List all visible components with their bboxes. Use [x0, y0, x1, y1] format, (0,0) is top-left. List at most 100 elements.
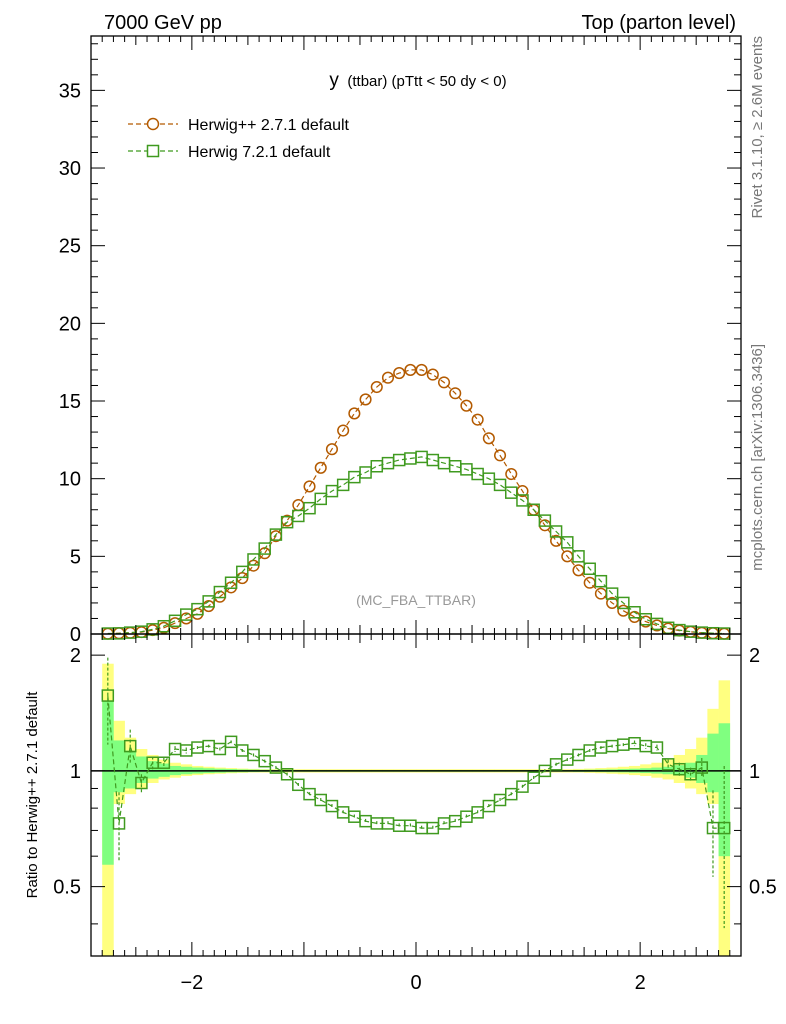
data-point-square: [191, 602, 204, 616]
data-point-square: [213, 585, 227, 599]
data-point-circle: [303, 480, 316, 493]
ratio-point-square: [258, 754, 271, 768]
data-point-circle: [348, 407, 361, 420]
ratio-plot-panel: −2 0 2 0.5 0.5 1 1 2 2 Ratio to Herwig++ 2.7.1 d…: [24, 633, 777, 994]
data-point-square: [336, 478, 350, 492]
data-point-square: [493, 478, 507, 492]
data-point-square: [236, 565, 249, 579]
main-curves-layer: [101, 363, 731, 640]
ratio-band-inner-bin: [102, 700, 114, 865]
data-point-square: [269, 528, 283, 541]
data-point-square: [639, 612, 652, 626]
ratio-point-square: [505, 787, 518, 801]
ratio-axes-layer: −2 0 2 0.5 0.5 1 1 2 2: [53, 633, 777, 994]
data-point-circle: [426, 368, 439, 381]
x-tick-label: 0: [410, 972, 421, 994]
ratio-point-square: [650, 741, 664, 754]
data-point-circle: [415, 363, 428, 376]
data-point-circle: [258, 547, 271, 560]
plot-title: y (ttbar) (pTtt < 50 dy < 0): [329, 70, 506, 91]
ratio-y-tick-label-right: 0.5: [749, 877, 777, 899]
data-point-square: [224, 576, 238, 589]
plot-title-main: y: [329, 70, 339, 91]
ratio-y-axis-label: Ratio to Herwig++ 2.7.1 default: [24, 691, 41, 899]
data-point-square: [628, 606, 641, 619]
x-tick-label: −2: [180, 972, 203, 994]
legend-entry-herwig7: Herwig 7.2.1 default: [128, 144, 331, 161]
ratio-y-tick-label-left: 0.5: [53, 877, 81, 899]
data-point-circle: [393, 367, 406, 380]
analysis-watermark: (MC_FBA_TTBAR): [356, 592, 476, 608]
data-point-square: [448, 459, 462, 473]
data-point-square: [247, 553, 260, 566]
data-point-square: [292, 509, 305, 523]
ratio-point-square: [684, 768, 697, 781]
ratio-band-inner-bin: [135, 756, 148, 783]
ratio-band-inner-bin: [124, 750, 137, 789]
data-point-square: [505, 486, 518, 499]
data-point-square: [348, 470, 361, 484]
data-point-square: [561, 536, 574, 549]
main-axes-layer: 0 5 10 15 20 25 30 35: [59, 35, 742, 646]
legend-marker-square: [146, 144, 160, 158]
data-point-square: [303, 501, 316, 515]
data-point-square: [594, 574, 608, 588]
mcplots-credit-label: mcplots.cern.ch [arXiv:1306.3436]: [749, 344, 766, 571]
main-plot-panel: 0 5 10 15 20 25 30 35 (MC_FBA_TTBAR) y (ttbar) …: [59, 35, 742, 646]
ratio-curves-layer: [91, 657, 741, 929]
ratio-uncertainty-bands: [102, 663, 731, 956]
data-point-circle: [381, 371, 395, 384]
ratio-y-tick-label-right: 1: [749, 761, 760, 783]
ratio-band-inner-bin: [158, 763, 170, 777]
ratio-point-square: [135, 776, 148, 790]
ratio-point-square: [516, 780, 529, 793]
ratio-point-square: [157, 756, 171, 769]
ratio-y-tick-label-left: 2: [70, 645, 81, 667]
data-point-circle: [225, 581, 238, 594]
y-tick-label: 0: [70, 624, 81, 646]
data-point-circle: [449, 387, 462, 400]
ratio-series-line: [107, 695, 725, 829]
ratio-point-square: [280, 768, 294, 781]
ratio-point-square: [292, 778, 305, 792]
y-tick-label: 5: [70, 546, 81, 568]
series-line-1: [107, 456, 725, 635]
ratio-y-tick-label-right: 2: [749, 645, 760, 667]
ratio-point-square: [527, 771, 540, 784]
legend-marker-circle: [146, 117, 160, 131]
ratio-point-square: [471, 806, 484, 819]
header-left-label: 7000 GeV pp: [104, 12, 222, 34]
legend: Herwig++ 2.7.1 default Herwig 7.2.1 defa…: [128, 117, 350, 161]
data-point-square: [258, 542, 271, 555]
x-tick-label: 2: [635, 972, 646, 994]
ratio-frame: [90, 633, 742, 957]
data-point-circle: [482, 432, 495, 445]
data-point-circle: [370, 380, 383, 394]
data-point-circle: [460, 399, 473, 412]
ratio-point-square: [695, 761, 709, 774]
ratio-point-square: [325, 799, 339, 813]
ratio-band-inner-bin: [707, 733, 719, 793]
y-tick-label: 25: [59, 236, 81, 258]
data-point-circle: [359, 393, 372, 406]
y-tick-label: 30: [59, 158, 81, 180]
y-tick-label: 20: [59, 313, 81, 335]
rivet-version-label: Rivet 3.1.10, ≥ 2.6M events: [749, 36, 766, 219]
data-point-square: [202, 595, 215, 608]
data-point-square: [605, 587, 619, 600]
data-point-square: [370, 459, 384, 473]
data-point-circle: [494, 449, 507, 462]
data-point-circle: [337, 424, 350, 437]
data-point-square: [426, 453, 440, 467]
ratio-y-tick-label-left: 1: [70, 761, 81, 783]
ratio-point-square: [224, 735, 238, 749]
data-point-square: [549, 525, 563, 538]
ratio-point-square: [101, 689, 115, 702]
data-point-circle: [505, 467, 518, 481]
y-tick-label: 35: [59, 80, 81, 102]
ratio-point-square: [269, 761, 283, 774]
ratio-band-inner-bin: [113, 740, 125, 793]
data-point-square: [583, 562, 596, 576]
legend-label-herwig-pp: Herwig++ 2.7.1 default: [188, 117, 350, 134]
